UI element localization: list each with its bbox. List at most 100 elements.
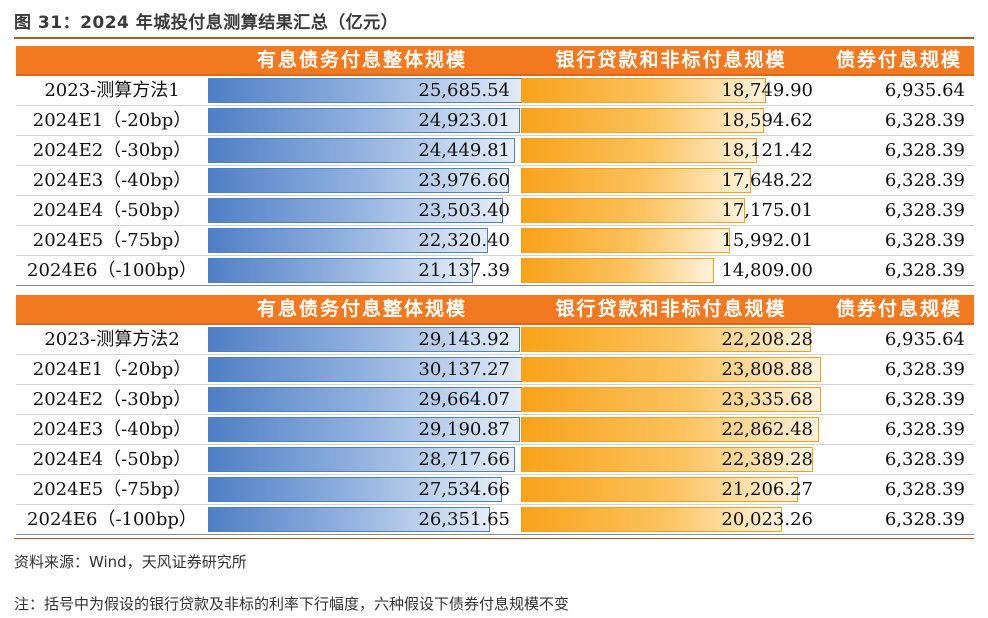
table-row: 2024E2（-30bp） 24,449.81 18,121.42 6,328.39 [16,136,974,166]
interest-bearing-total-bar [208,507,490,532]
table-body: 2023-测算方法1 25,685.54 18,749.90 6,935.64 2024… [16,76,974,286]
bond-interest-value: 6,328.39 [884,389,965,410]
bank-loan-nonstandard-value: 21,206.27 [721,479,813,500]
bond-interest-value: 6,328.39 [884,230,965,251]
interest-bearing-total-bar [208,357,530,382]
interest-bearing-total-bar [208,258,473,283]
source-note: 资料来源：Wind，天风证券研究所 [14,553,247,571]
interest-bearing-total-bar [208,168,509,193]
table-row: 2024E5（-75bp） 22,320.40 15,992.01 6,328.39 [16,226,974,256]
bank-loan-nonstandard-bar [521,477,798,502]
interest-bearing-total-bar [208,327,520,352]
header-bond-interest: 债券付息规模 [835,298,962,320]
header-interest-bearing-total: 有息债务付息整体规模 [256,49,467,71]
interest-bearing-total-value: 21,137.39 [418,260,510,281]
scenario-label: 2024E1（-20bp） [32,110,192,131]
interest-bearing-total-value: 26,351.65 [418,509,510,530]
bank-loan-nonstandard-value: 22,862.48 [721,419,813,440]
bank-loan-nonstandard-value: 14,809.00 [721,260,813,281]
table-header: 有息债务付息整体规模 银行贷款和非标付息规模 债券付息规模 [16,46,974,76]
interest-bearing-total-value: 23,503.40 [418,200,510,221]
bond-interest-value: 6,328.39 [884,170,965,191]
bond-interest-value: 6,328.39 [884,200,965,221]
bank-loan-nonstandard-bar [521,228,730,253]
interest-bearing-total-value: 24,449.81 [418,140,510,161]
table-row: 2023-测算方法2 29,143.92 22,208.28 6,935.64 [16,325,974,355]
table-row: 2024E1（-20bp） 30,137.27 23,808.88 6,328.39 [16,355,974,385]
bond-interest-value: 6,328.39 [884,479,965,500]
table-row: 2024E6（-100bp） 26,351.65 20,023.26 6,328.39 [16,505,974,535]
bank-loan-nonstandard-bar [521,447,813,472]
bank-loan-nonstandard-value: 18,121.42 [721,140,813,161]
table-row: 2024E3（-40bp） 23,976.60 17,648.22 6,328.39 [16,166,974,196]
bank-loan-nonstandard-value: 23,335.68 [721,389,813,410]
bank-loan-nonstandard-bar [521,387,821,412]
bank-loan-nonstandard-bar [521,357,821,382]
bond-interest-value: 6,935.64 [884,80,965,101]
scenario-label: 2024E4（-50bp） [32,449,192,470]
interest-bearing-total-value: 24,923.01 [418,110,510,131]
bond-interest-value: 6,328.39 [884,449,965,470]
bank-loan-nonstandard-bar [521,78,766,103]
table-header: 有息债务付息整体规模 银行贷款和非标付息规模 债券付息规模 [16,295,974,325]
result-table-method-2: 有息债务付息整体规模 银行贷款和非标付息规模 债券付息规模 2023-测算方法2… [16,295,974,535]
scenario-label: 2024E6（-100bp） [27,260,197,281]
header-bank-loan-nonstandard: 银行贷款和非标付息规模 [555,298,787,320]
interest-bearing-total-bar [208,477,502,502]
bond-interest-value: 6,328.39 [884,509,965,530]
result-table-method-1: 有息债务付息整体规模 银行贷款和非标付息规模 债券付息规模 2023-测算方法1… [16,46,974,286]
interest-bearing-total-value: 29,190.87 [418,419,510,440]
interest-bearing-total-value: 22,320.40 [418,230,510,251]
scenario-label: 2024E1（-20bp） [32,359,192,380]
bond-interest-value: 6,328.39 [884,260,965,281]
bank-loan-nonstandard-bar [521,327,811,352]
title-divider [14,37,974,39]
bank-loan-nonstandard-bar [521,258,714,283]
figure-title: 图 31：2024 年城投付息测算结果汇总（亿元） [14,13,399,33]
table-row: 2024E6（-100bp） 21,137.39 14,809.00 6,328.39 [16,256,974,286]
bank-loan-nonstandard-bar [521,507,782,532]
bank-loan-nonstandard-value: 22,208.28 [721,329,813,350]
bottom-divider [14,538,974,539]
bank-loan-nonstandard-value: 15,992.01 [721,230,813,251]
table-row: 2023-测算方法1 25,685.54 18,749.90 6,935.64 [16,76,974,106]
interest-bearing-total-bar [208,78,530,103]
interest-bearing-total-value: 29,143.92 [418,329,510,350]
interest-bearing-total-bar [208,108,520,133]
scenario-label: 2024E2（-30bp） [32,389,192,410]
scenario-label: 2024E6（-100bp） [27,509,197,530]
interest-bearing-total-bar [208,228,488,253]
bank-loan-nonstandard-value: 18,749.90 [721,80,813,101]
interest-bearing-total-bar [208,447,515,472]
bank-loan-nonstandard-bar [521,417,819,442]
header-interest-bearing-total: 有息债务付息整体规模 [256,298,467,320]
table-row: 2024E2（-30bp） 29,664.07 23,335.68 6,328.39 [16,385,974,415]
interest-bearing-total-bar [208,198,503,223]
interest-bearing-total-value: 28,717.66 [418,449,510,470]
header-bond-interest: 债券付息规模 [835,49,962,71]
bond-interest-value: 6,328.39 [884,140,965,161]
bond-interest-value: 6,935.64 [884,329,965,350]
interest-bearing-total-value: 29,664.07 [418,389,510,410]
scenario-label: 2024E3（-40bp） [32,170,192,191]
scenario-label: 2024E5（-75bp） [32,230,192,251]
header-bank-loan-nonstandard: 银行贷款和非标付息规模 [555,49,787,71]
bank-loan-nonstandard-value: 20,023.26 [721,509,813,530]
footnote: 注：括号中为假设的银行贷款及非标的利率下行幅度，六种假设下债券付息规模不变 [14,595,570,613]
table-row: 2024E5（-75bp） 27,534.66 21,206.27 6,328.39 [16,475,974,505]
table-row: 2024E4（-50bp） 28,717.66 22,389.28 6,328.39 [16,445,974,475]
scenario-label: 2024E2（-30bp） [32,140,192,161]
scenario-label: 2024E3（-40bp） [32,419,192,440]
bank-loan-nonstandard-value: 17,175.01 [721,200,813,221]
bank-loan-nonstandard-value: 22,389.28 [721,449,813,470]
interest-bearing-total-value: 27,534.66 [418,479,510,500]
bank-loan-nonstandard-bar [521,198,745,223]
bond-interest-value: 6,328.39 [884,110,965,131]
table-body: 2023-测算方法2 29,143.92 22,208.28 6,935.64 2024… [16,325,974,535]
scenario-label: 2024E4（-50bp） [32,200,192,221]
scenario-label: 2023-测算方法1 [44,80,180,101]
interest-bearing-total-value: 23,976.60 [418,170,510,191]
interest-bearing-total-bar [208,387,525,412]
interest-bearing-total-value: 30,137.27 [418,359,510,380]
table-row: 2024E3（-40bp） 29,190.87 22,862.48 6,328.39 [16,415,974,445]
